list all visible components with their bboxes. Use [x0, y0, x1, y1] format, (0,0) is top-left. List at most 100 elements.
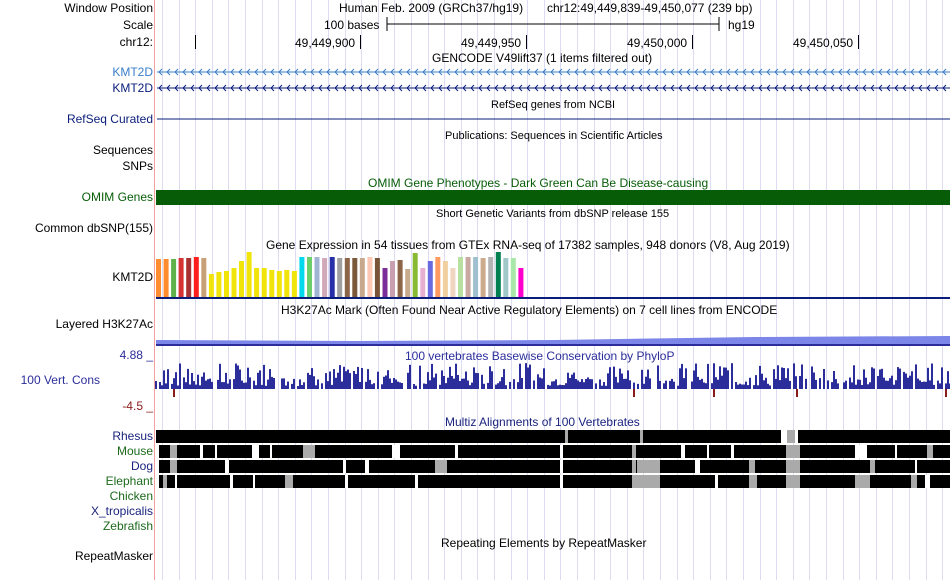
- strand-chevron: [158, 68, 163, 76]
- omim-track-label[interactable]: OMIM Genes: [81, 190, 153, 204]
- phylop-bar: [763, 380, 765, 389]
- phylop-bar: [501, 377, 503, 389]
- phylop-bar: [407, 372, 409, 389]
- phylop-bar: [939, 383, 941, 389]
- phylop-bar: [739, 383, 741, 389]
- phylop-bar: [527, 367, 529, 389]
- multiz-species-label[interactable]: Rhesus: [112, 429, 153, 443]
- strand-chevron: [446, 84, 451, 92]
- phylop-bar: [217, 379, 219, 389]
- h3k27ac-track-label[interactable]: Layered H3K27Ac: [55, 317, 153, 331]
- refseq-gene-line[interactable]: [155, 0, 950, 130]
- gencode-track-label-1[interactable]: KMT2D: [112, 65, 153, 79]
- gtex-tissue-bar: [307, 257, 312, 297]
- publications-snps-label[interactable]: SNPs: [122, 159, 153, 173]
- multiz-species-label[interactable]: Dog: [130, 459, 153, 473]
- scale-bar-text: 100 bases: [324, 18, 380, 32]
- phylop-bar: [565, 383, 567, 389]
- repeatmasker-track-title: Repeating Elements by RepeatMasker: [441, 536, 647, 550]
- conservation-track-label[interactable]: 100 Vert. Cons: [20, 373, 100, 387]
- track-image[interactable]: Human Feb. 2009 (GRCh37/hg19) chr12:49,4…: [155, 0, 950, 580]
- phylop-bar: [391, 382, 393, 389]
- conservation-max-label: 4.88 _: [119, 348, 153, 362]
- phylop-bar: [677, 385, 679, 389]
- phylop-bar: [929, 380, 931, 389]
- strand-chevron: [678, 84, 683, 92]
- phylop-bar: [387, 370, 389, 389]
- alignment-gap: [303, 445, 315, 458]
- strand-chevron: [534, 68, 539, 76]
- strand-chevron: [550, 84, 555, 92]
- strand-chevron: [502, 84, 507, 92]
- gtex-tissue-bar: [412, 253, 418, 297]
- gtex-tissue-bar: [337, 258, 343, 297]
- strand-chevron: [846, 68, 851, 76]
- refseq-track-label[interactable]: RefSeq Curated: [66, 112, 153, 126]
- phylop-bar: [615, 376, 617, 389]
- multiz-species-label[interactable]: Zebrafish: [102, 519, 153, 533]
- strand-chevron: [654, 84, 659, 92]
- strand-chevron: [814, 84, 819, 92]
- gtex-expression-chart[interactable]: [155, 0, 950, 300]
- gencode-gene-lines[interactable]: [155, 0, 950, 100]
- phylop-bar: [459, 381, 461, 389]
- phylop-bar: [443, 376, 445, 389]
- multiz-species-label[interactable]: Mouse: [116, 444, 153, 458]
- phylop-bar: [171, 383, 173, 389]
- dbsnp-track-label[interactable]: Common dbSNP(155): [34, 221, 153, 235]
- phylop-bar: [483, 383, 485, 389]
- conservation-min-label: -4.5 _: [122, 399, 153, 413]
- strand-chevron: [662, 84, 667, 92]
- omim-phenotype-bar[interactable]: [156, 190, 950, 205]
- phylop-bar: [473, 367, 475, 389]
- multiz-species-label[interactable]: Chicken: [109, 489, 153, 503]
- strand-chevron: [598, 84, 603, 92]
- phylop-bar: [669, 380, 671, 389]
- phylop-bar: [785, 378, 787, 389]
- strand-chevron: [686, 84, 691, 92]
- multiz-species-label[interactable]: Elephant: [105, 474, 153, 488]
- strand-chevron: [366, 84, 371, 92]
- strand-chevron: [646, 84, 651, 92]
- phylop-bar: [495, 384, 497, 389]
- strand-chevron: [582, 68, 587, 76]
- strand-chevron: [774, 84, 779, 92]
- phylop-bar: [793, 363, 795, 389]
- phylop-bar: [159, 382, 161, 389]
- phylop-bar: [867, 384, 869, 389]
- phylop-bar: [167, 369, 169, 389]
- alignment-gap: [343, 460, 346, 473]
- h3k27ac-signal[interactable]: [155, 0, 950, 350]
- phylop-bar: [429, 380, 431, 389]
- strand-chevron: [270, 68, 275, 76]
- gtex-track-label[interactable]: KMT2D: [112, 270, 153, 284]
- gencode-track-label-2[interactable]: KMT2D: [112, 81, 153, 95]
- strand-chevron: [630, 84, 635, 92]
- strand-chevron: [358, 84, 363, 92]
- strand-chevron: [710, 68, 715, 76]
- phylop-bar: [619, 368, 621, 389]
- strand-chevron: [718, 68, 723, 76]
- multiz-species-label[interactable]: X_tropicalis: [90, 504, 153, 518]
- phylop-bar: [331, 384, 333, 389]
- phylop-bar: [187, 368, 189, 389]
- conservation-wiggle[interactable]: [155, 0, 950, 410]
- strand-chevron: [294, 68, 299, 76]
- strand-chevron: [398, 84, 403, 92]
- gtex-tissue-bar: [442, 261, 448, 297]
- assembly-short: hg19: [728, 18, 755, 32]
- strand-chevron: [798, 68, 803, 76]
- phylop-bar: [197, 374, 199, 389]
- strand-chevron: [574, 84, 579, 92]
- multiz-alignment-rows[interactable]: [155, 0, 950, 500]
- phylop-bar: [569, 378, 571, 389]
- strand-chevron: [350, 84, 355, 92]
- repeatmasker-track-label[interactable]: RepeatMasker: [74, 549, 153, 563]
- phylop-bar: [361, 368, 363, 389]
- strand-chevron: [222, 68, 227, 76]
- publications-sequences-label[interactable]: Sequences: [92, 143, 153, 157]
- phylop-bar: [827, 380, 829, 389]
- phylop-bar: [607, 373, 609, 389]
- strand-chevron: [334, 68, 339, 76]
- phylop-bar: [401, 383, 403, 389]
